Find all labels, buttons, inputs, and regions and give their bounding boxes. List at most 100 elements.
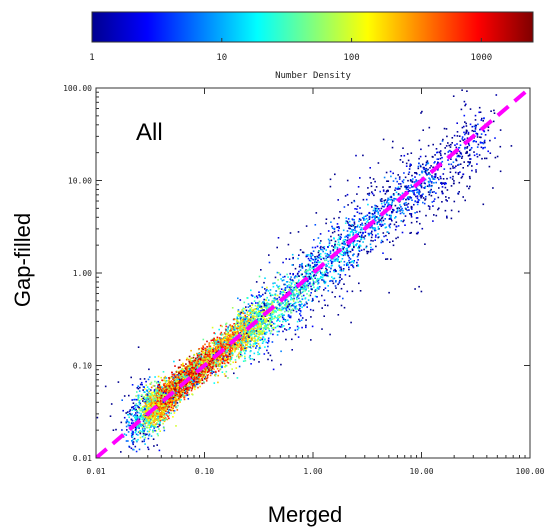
density-point <box>207 355 209 357</box>
density-point <box>170 381 172 383</box>
density-point <box>206 377 208 380</box>
density-point <box>147 393 149 395</box>
density-point <box>231 325 234 328</box>
density-point <box>150 407 153 409</box>
density-point <box>138 406 140 409</box>
density-point <box>135 433 138 436</box>
density-point <box>213 363 216 365</box>
density-point <box>134 414 136 416</box>
density-point <box>154 410 157 413</box>
density-point <box>250 363 252 365</box>
density-point <box>234 331 237 334</box>
density-point <box>144 400 147 403</box>
density-point <box>262 319 265 321</box>
density-point <box>138 427 140 429</box>
density-point <box>177 404 179 407</box>
density-point <box>239 322 242 325</box>
density-point <box>137 467 139 469</box>
density-point <box>120 421 123 424</box>
density-point <box>209 361 211 364</box>
density-point <box>143 414 146 417</box>
density-point <box>181 378 184 380</box>
density-point <box>253 300 256 302</box>
density-point <box>151 393 154 396</box>
density-point <box>213 382 216 384</box>
density-point <box>195 368 197 371</box>
density-point <box>148 417 151 420</box>
density-point <box>240 328 243 331</box>
density-point <box>183 398 186 401</box>
density-point <box>219 368 222 370</box>
density-point <box>220 331 223 334</box>
density-point <box>224 357 226 360</box>
density-point <box>130 418 133 421</box>
density-point <box>209 350 211 353</box>
density-point <box>157 411 160 414</box>
density-point <box>226 342 229 344</box>
density-point <box>194 384 197 387</box>
density-point <box>158 409 161 412</box>
density-point <box>229 334 231 336</box>
density-point <box>255 330 258 332</box>
density-point <box>246 340 249 343</box>
density-point <box>198 357 201 360</box>
density-point <box>252 316 254 319</box>
density-point <box>277 324 279 327</box>
density-point <box>231 307 234 309</box>
density-point <box>142 417 144 420</box>
density-point <box>126 420 129 423</box>
density-point <box>191 387 193 390</box>
density-point <box>180 368 183 370</box>
density-point <box>215 362 217 364</box>
density-point <box>183 396 186 398</box>
density-point <box>235 342 237 345</box>
density-point <box>223 341 226 343</box>
density-point <box>191 379 193 382</box>
density-point <box>227 330 229 333</box>
density-point <box>256 330 259 333</box>
density-point <box>209 363 212 365</box>
density-point <box>171 382 174 384</box>
density-point <box>257 340 259 342</box>
density-point <box>135 450 138 453</box>
density-point <box>162 419 164 421</box>
density-point <box>223 332 226 334</box>
density-point <box>168 385 171 388</box>
density-point <box>135 427 137 429</box>
density-point <box>202 375 205 378</box>
density-point <box>137 387 140 390</box>
density-point <box>163 393 165 396</box>
density-point <box>137 438 139 441</box>
density-point <box>180 389 183 391</box>
density-point <box>157 420 160 423</box>
density-point <box>238 343 240 345</box>
density-point <box>216 368 219 370</box>
density-point <box>153 404 155 407</box>
density-point <box>221 325 223 328</box>
density-point <box>145 393 147 396</box>
density-point <box>174 390 176 392</box>
density-point <box>174 403 177 405</box>
density-point <box>229 329 231 332</box>
density-point <box>197 381 200 384</box>
density-point <box>251 331 253 333</box>
density-point <box>143 386 145 388</box>
density-point <box>177 385 179 387</box>
density-point <box>258 336 260 339</box>
density-point <box>225 330 228 332</box>
density-point <box>206 376 209 379</box>
density-point <box>132 422 135 424</box>
colorbar-tick-label: 100 <box>343 53 359 63</box>
density-point <box>213 337 215 340</box>
density-point <box>227 332 229 335</box>
density-point <box>207 359 210 362</box>
density-point <box>145 408 147 410</box>
density-point <box>200 363 203 366</box>
density-point <box>143 416 146 418</box>
density-point <box>123 416 126 419</box>
density-point <box>170 412 172 415</box>
density-point <box>142 431 144 433</box>
density-point <box>263 306 265 308</box>
density-point <box>241 339 244 342</box>
density-point <box>213 364 216 367</box>
